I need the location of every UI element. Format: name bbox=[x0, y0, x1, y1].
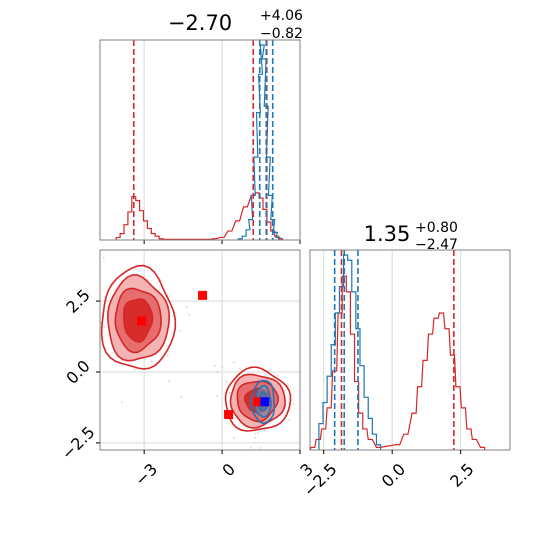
joint-sample-point bbox=[228, 391, 230, 394]
joint-sample-point bbox=[180, 396, 182, 398]
joint-sample-point bbox=[166, 355, 169, 358]
joint-sample-point bbox=[221, 366, 224, 369]
joint-sample-point bbox=[277, 374, 279, 377]
joint-sample-point bbox=[85, 315, 87, 317]
joint-point-marker bbox=[253, 397, 263, 407]
joint-point-marker bbox=[198, 290, 208, 300]
joint-point-marker bbox=[137, 316, 147, 326]
x-marginal-series-step bbox=[237, 44, 281, 240]
joint-sample-point bbox=[216, 371, 219, 374]
joint-blue-contour-level bbox=[249, 379, 276, 425]
y-marginal-series-step bbox=[318, 254, 382, 450]
y-marginal-upper-error: +0.80 bbox=[415, 220, 458, 236]
joint-x-tick-label: −3 bbox=[131, 460, 161, 490]
y-marginal-bars bbox=[310, 254, 486, 450]
joint-sample-point bbox=[172, 315, 174, 317]
y-marginal-histogram: 1.35 +0.80 −2.47 −2.5 0.0 2.5 bbox=[300, 220, 511, 500]
joint-y-ticks: −2.5 0.0 2.5 bbox=[58, 285, 100, 463]
joint-sample-point bbox=[268, 422, 271, 425]
joint-sample-point bbox=[121, 401, 123, 404]
joint-sample-point bbox=[214, 365, 216, 367]
joint-sample-point bbox=[216, 394, 219, 397]
joint-markers bbox=[137, 290, 270, 420]
joint-sample-point bbox=[239, 367, 241, 370]
joint-sample-point bbox=[156, 364, 158, 366]
joint-sample-point bbox=[284, 405, 287, 408]
joint-contour-plot: −3 0 3 −2.50.02.5 bbox=[58, 242, 317, 490]
y-marginal-series-step bbox=[310, 275, 486, 450]
joint-sample-point bbox=[224, 380, 227, 383]
joint-sample-point bbox=[283, 389, 286, 392]
joint-y-tick-label: 2.5 bbox=[62, 285, 93, 316]
joint-x-ticks: −3 0 3 bbox=[131, 450, 317, 490]
joint-sample-point bbox=[250, 446, 252, 449]
joint-sample-point bbox=[114, 242, 116, 244]
y-marginal-title: 1.35 bbox=[364, 222, 411, 246]
y-marginal-tick-label: 2.5 bbox=[446, 460, 477, 491]
joint-sample-point bbox=[254, 432, 256, 435]
x-marginal-title: −2.70 bbox=[168, 11, 232, 35]
x-marginal-quantile-lines bbox=[132, 40, 274, 240]
x-marginal-histogram: −2.70 +4.06 −0.82 bbox=[99, 8, 303, 244]
joint-sample-point bbox=[168, 380, 170, 383]
joint-sample-point bbox=[150, 247, 152, 249]
joint-sample-point bbox=[160, 279, 162, 282]
joint-sample-point bbox=[232, 361, 235, 364]
x-marginal-upper-error: +4.06 bbox=[260, 8, 303, 24]
joint-sample-point bbox=[185, 306, 188, 308]
y-marginal-x-ticks: −2.5 0.0 2.5 bbox=[300, 450, 478, 500]
joint-red-contour-level bbox=[224, 366, 292, 432]
joint-sample-point bbox=[268, 369, 271, 372]
joint-sample-point bbox=[183, 242, 185, 244]
joint-sample-point bbox=[150, 360, 153, 363]
joint-sample-point bbox=[103, 326, 106, 328]
y-marginal-quantile-lines bbox=[333, 250, 455, 450]
joint-sample-point bbox=[260, 447, 262, 449]
joint-y-tick-label: 0.0 bbox=[62, 356, 93, 387]
joint-y-tick-label: −2.5 bbox=[58, 423, 99, 464]
joint-sample-point bbox=[233, 381, 236, 383]
x-marginal-median: −2.70 bbox=[168, 11, 232, 35]
joint-sample-point bbox=[102, 256, 105, 259]
joint-point-marker bbox=[224, 410, 234, 420]
joint-point-marker bbox=[260, 397, 270, 407]
y-marginal-frame bbox=[309, 249, 511, 451]
joint-sample-point bbox=[261, 476, 263, 478]
joint-sample-point bbox=[100, 322, 102, 324]
joint-sample-point bbox=[275, 417, 278, 420]
joint-sample-point bbox=[146, 278, 149, 281]
joint-sample-point bbox=[179, 329, 182, 332]
y-marginal-lower-error: −2.47 bbox=[415, 237, 458, 253]
joint-sample-point bbox=[257, 431, 259, 434]
y-marginal-grid bbox=[323, 250, 462, 450]
y-marginal-tick-label: 0.0 bbox=[378, 460, 409, 491]
joint-sample-point bbox=[112, 284, 115, 286]
joint-sample-point bbox=[133, 368, 136, 371]
joint-sample-point bbox=[272, 424, 275, 426]
joint-sample-point bbox=[188, 314, 191, 316]
joint-sample-point bbox=[287, 384, 289, 387]
x-marginal-lower-error: −0.82 bbox=[260, 26, 303, 42]
joint-sample-point bbox=[263, 430, 266, 432]
joint-sample-point bbox=[288, 419, 291, 421]
joint-sample-point bbox=[135, 268, 137, 271]
joint-sample-point bbox=[254, 436, 256, 439]
joint-sample-point bbox=[233, 437, 235, 439]
joint-red-contour-level bbox=[100, 264, 177, 370]
joint-sample-point bbox=[80, 340, 82, 342]
joint-sample-point bbox=[292, 403, 295, 405]
x-marginal-frame bbox=[99, 39, 301, 241]
y-marginal-median: 1.35 bbox=[364, 222, 411, 246]
joint-x-tick-label: 0 bbox=[218, 460, 239, 481]
joint-frame bbox=[99, 249, 301, 451]
